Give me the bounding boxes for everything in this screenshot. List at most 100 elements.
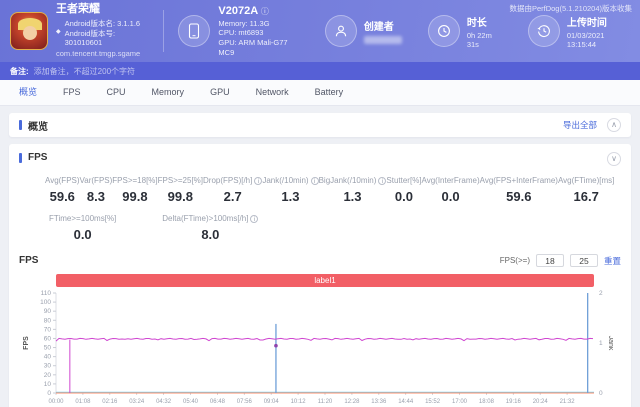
svg-text:02:16: 02:16 bbox=[102, 399, 118, 405]
svg-text:21:32: 21:32 bbox=[560, 399, 576, 405]
stat-Var(FPS): Var(FPS) 8.3 bbox=[80, 176, 113, 204]
svg-text:70: 70 bbox=[44, 326, 52, 333]
stat-Stutter[%]: Stutter[%] 0.0 bbox=[386, 176, 421, 204]
package-name: com.tencent.tmgp.sgame bbox=[56, 49, 141, 59]
fps-threshold-input-high[interactable] bbox=[569, 254, 598, 267]
tab-bar: 概览 FPS CPU Memory GPU Network Battery bbox=[0, 80, 640, 106]
remark-bar[interactable]: 备注: 添加备注，不超过200个字符 bbox=[0, 62, 640, 80]
overview-title: 概览 bbox=[19, 118, 48, 133]
remark-label: 备注: bbox=[10, 66, 29, 76]
clock-icon bbox=[427, 15, 460, 47]
fps-chart-title: FPS bbox=[19, 255, 39, 266]
history-clock-icon bbox=[527, 15, 560, 47]
stat-value: 1.3 bbox=[281, 189, 300, 204]
header-divider bbox=[163, 10, 165, 52]
upload-time-value: 01/03/2021 13:15:44 bbox=[566, 30, 605, 49]
tab-FPS[interactable]: FPS bbox=[63, 87, 81, 97]
game-app-icon bbox=[10, 12, 48, 50]
device-info-icon[interactable]: ⓘ bbox=[260, 7, 269, 17]
tab-CPU[interactable]: CPU bbox=[106, 87, 126, 97]
svg-text:40: 40 bbox=[44, 354, 52, 361]
info-icon[interactable]: i bbox=[254, 177, 263, 185]
android-version-code: Android版本号: 301010601 bbox=[64, 28, 116, 47]
svg-text:00:00: 00:00 bbox=[48, 399, 64, 405]
svg-text:10:12: 10:12 bbox=[291, 399, 307, 405]
stat-Avg(FPS+InterFrame): Avg(FPS+InterFrame) 59.6 bbox=[480, 176, 558, 204]
svg-text:1: 1 bbox=[599, 340, 603, 347]
svg-text:30: 30 bbox=[44, 363, 52, 370]
svg-text:50: 50 bbox=[44, 345, 52, 352]
stat-label: Stutter[%] bbox=[386, 176, 422, 185]
perfdog-version-note: 数据由PerfDog(5.1.210204)版本收集 bbox=[509, 4, 632, 13]
stat-label: FTime>=100ms[%] bbox=[49, 214, 117, 223]
android-icon: ◆ bbox=[56, 29, 61, 36]
overview-collapse-button[interactable]: ∧ bbox=[607, 118, 621, 132]
svg-text:04:32: 04:32 bbox=[156, 399, 172, 405]
tab-Memory[interactable]: Memory bbox=[151, 87, 185, 97]
stat-label: FPS>=18[%] bbox=[112, 176, 158, 185]
stat-label: FPS>=25[%] bbox=[157, 176, 203, 185]
device-gpu: GPU: ARM Mali-G77 MC9 bbox=[218, 38, 288, 57]
tab-GPU[interactable]: GPU bbox=[210, 87, 230, 97]
info-icon[interactable]: i bbox=[250, 215, 259, 223]
upload-time-label: 上传时间 bbox=[566, 17, 607, 29]
fps-threshold-label: FPS(>=) bbox=[499, 256, 530, 265]
svg-text:07:56: 07:56 bbox=[237, 399, 253, 405]
device-cpu: CPU: mt6893 bbox=[218, 28, 264, 38]
fps-collapse-button[interactable]: ∨ bbox=[607, 152, 621, 166]
export-all-link[interactable]: 导出全部 bbox=[562, 120, 597, 130]
duration-label: 时长 bbox=[466, 17, 487, 29]
stat-Jank(/10min): Jank(/10min) i 1.3 bbox=[262, 176, 319, 204]
android-version-name: Android版本名: 3.1.1.6 bbox=[64, 19, 141, 29]
stat-label: Avg(FTime)[ms] bbox=[557, 176, 615, 185]
device-phone-icon bbox=[178, 14, 211, 47]
fps-section-title: FPS bbox=[19, 152, 47, 163]
svg-text:14:44: 14:44 bbox=[398, 399, 414, 405]
svg-text:FPS: FPS bbox=[23, 336, 30, 350]
stat-FTime>=100ms[%]: FTime>=100ms[%] 0.0 bbox=[49, 214, 116, 242]
svg-text:20:24: 20:24 bbox=[533, 399, 549, 405]
stat-label: Avg(FPS) bbox=[45, 176, 80, 185]
creator-person-icon bbox=[324, 15, 357, 47]
svg-text:17:00: 17:00 bbox=[452, 399, 468, 405]
report-header: 王者荣耀 ◆ Android版本名: 3.1.1.6 Android版本号: 3… bbox=[0, 0, 640, 62]
fps-threshold-input-low[interactable] bbox=[535, 254, 564, 267]
svg-text:15:52: 15:52 bbox=[425, 399, 441, 405]
svg-text:90: 90 bbox=[44, 308, 52, 315]
stat-value: 0.0 bbox=[441, 189, 460, 204]
svg-text:06:48: 06:48 bbox=[210, 399, 226, 405]
stat-Avg(FTime)[ms]: Avg(FTime)[ms] 16.7 bbox=[558, 176, 614, 204]
stat-label: Jank(/10min) i bbox=[262, 176, 319, 185]
info-icon[interactable]: i bbox=[378, 177, 387, 185]
svg-text:01:08: 01:08 bbox=[75, 399, 91, 405]
stat-value: 0.0 bbox=[394, 189, 413, 204]
svg-text:12:28: 12:28 bbox=[344, 399, 360, 405]
stat-value: 99.8 bbox=[122, 189, 148, 204]
creator-label: 创建者 bbox=[363, 22, 394, 33]
upload-time-block: 上传时间 01/03/2021 13:15:44 bbox=[527, 14, 630, 49]
creator-name-redacted bbox=[363, 36, 402, 44]
stat-Avg(InterFrame): Avg(InterFrame) 0.0 bbox=[422, 176, 480, 204]
device-memory: Memory: 11.3G bbox=[218, 18, 270, 28]
stat-value: 59.6 bbox=[49, 189, 75, 204]
duration-block: 时长 0h 22m 31s bbox=[427, 14, 502, 49]
tab-概览[interactable]: 概览 bbox=[19, 87, 38, 97]
stat-value: 99.8 bbox=[167, 189, 193, 204]
stat-value: 2.7 bbox=[223, 189, 242, 204]
tab-Battery[interactable]: Battery bbox=[314, 87, 344, 97]
stat-value: 8.3 bbox=[86, 189, 105, 204]
reset-button[interactable]: 重置 bbox=[603, 255, 621, 266]
tab-Network[interactable]: Network bbox=[255, 87, 289, 97]
stat-label: Avg(FPS+InterFrame) bbox=[479, 176, 558, 185]
creator-block: 创建者 bbox=[324, 15, 402, 47]
stat-Drop(FPS)[/h]: Drop(FPS)[/h] i 2.7 bbox=[203, 176, 263, 204]
svg-text:13:36: 13:36 bbox=[371, 399, 387, 405]
info-icon[interactable]: i bbox=[310, 177, 319, 185]
svg-text:80: 80 bbox=[44, 317, 52, 324]
report-body: 概览 导出全部 ∧ FPS ∨ Avg(FPS) 59.6 Var(FPS) 8.3 F… bbox=[0, 106, 640, 407]
svg-text:19:16: 19:16 bbox=[506, 399, 522, 405]
stat-value: 16.7 bbox=[573, 189, 599, 204]
svg-text:18:08: 18:08 bbox=[479, 399, 495, 405]
svg-text:0: 0 bbox=[47, 390, 51, 397]
